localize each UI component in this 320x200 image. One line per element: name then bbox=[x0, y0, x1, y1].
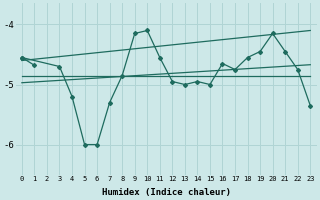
X-axis label: Humidex (Indice chaleur): Humidex (Indice chaleur) bbox=[101, 188, 231, 197]
